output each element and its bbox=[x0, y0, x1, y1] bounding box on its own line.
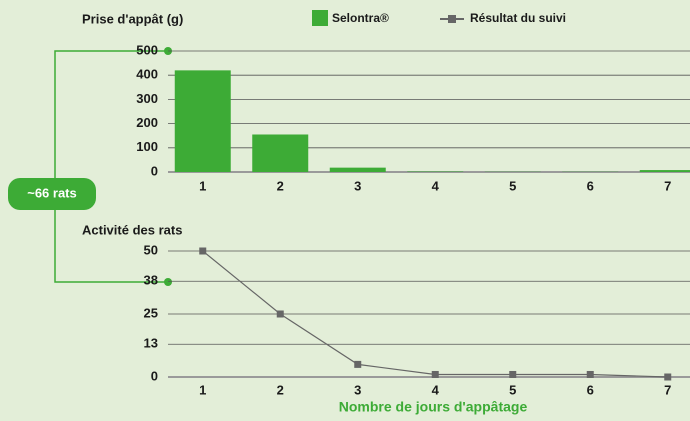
point bbox=[431, 370, 439, 378]
y-tick-label: 13 bbox=[144, 336, 158, 351]
x-tick-label: 1 bbox=[199, 178, 206, 193]
bracket bbox=[54, 50, 168, 283]
point bbox=[199, 247, 207, 255]
point bbox=[354, 360, 362, 368]
y-tick-label: 38 bbox=[144, 273, 158, 288]
x-tick-label: 7 bbox=[664, 178, 671, 193]
x-tick-label: 6 bbox=[587, 178, 594, 193]
chart-title: Activité des rats bbox=[82, 222, 182, 237]
x-tick-label: 1 bbox=[199, 382, 206, 397]
x-tick-label: 5 bbox=[509, 382, 516, 397]
bar bbox=[639, 170, 690, 172]
legend-swatch bbox=[448, 15, 456, 23]
point bbox=[509, 370, 517, 378]
y-tick-label: 100 bbox=[136, 139, 158, 154]
x-tick-label: 2 bbox=[277, 178, 284, 193]
annotation-box bbox=[8, 178, 96, 210]
x-tick-label: 3 bbox=[354, 382, 361, 397]
point bbox=[276, 310, 284, 318]
x-tick-label: 6 bbox=[587, 382, 594, 397]
y-tick-label: 500 bbox=[136, 42, 158, 57]
x-tick-label: 5 bbox=[509, 178, 516, 193]
y-tick-label: 400 bbox=[136, 67, 158, 82]
y-tick-label: 200 bbox=[136, 115, 158, 130]
legend-swatch bbox=[312, 10, 328, 26]
chart-title: Prise d'appât (g) bbox=[82, 11, 183, 26]
y-tick-label: 300 bbox=[136, 91, 158, 106]
legend-label: Selontra® bbox=[332, 11, 389, 25]
annotation: ~66 rats bbox=[27, 185, 77, 200]
bracket-dot bbox=[164, 278, 172, 286]
y-tick-label: 25 bbox=[144, 305, 158, 320]
x-tick-label: 2 bbox=[277, 382, 284, 397]
x-tick-label: 4 bbox=[432, 382, 440, 397]
x-tick-label: 4 bbox=[432, 178, 440, 193]
y-tick-label: 50 bbox=[144, 242, 158, 257]
y-tick-label: 0 bbox=[151, 368, 158, 383]
x-tick-label: 7 bbox=[664, 382, 671, 397]
y-tick-label: 0 bbox=[151, 163, 158, 178]
bar bbox=[174, 70, 231, 172]
x-tick-label: 3 bbox=[354, 178, 361, 193]
point bbox=[586, 370, 594, 378]
x-axis-label: Nombre de jours d'appâtage bbox=[339, 399, 528, 415]
bar bbox=[329, 167, 386, 172]
point bbox=[664, 373, 672, 381]
bar bbox=[252, 134, 309, 172]
legend-label: Résultat du suivi bbox=[470, 11, 566, 25]
